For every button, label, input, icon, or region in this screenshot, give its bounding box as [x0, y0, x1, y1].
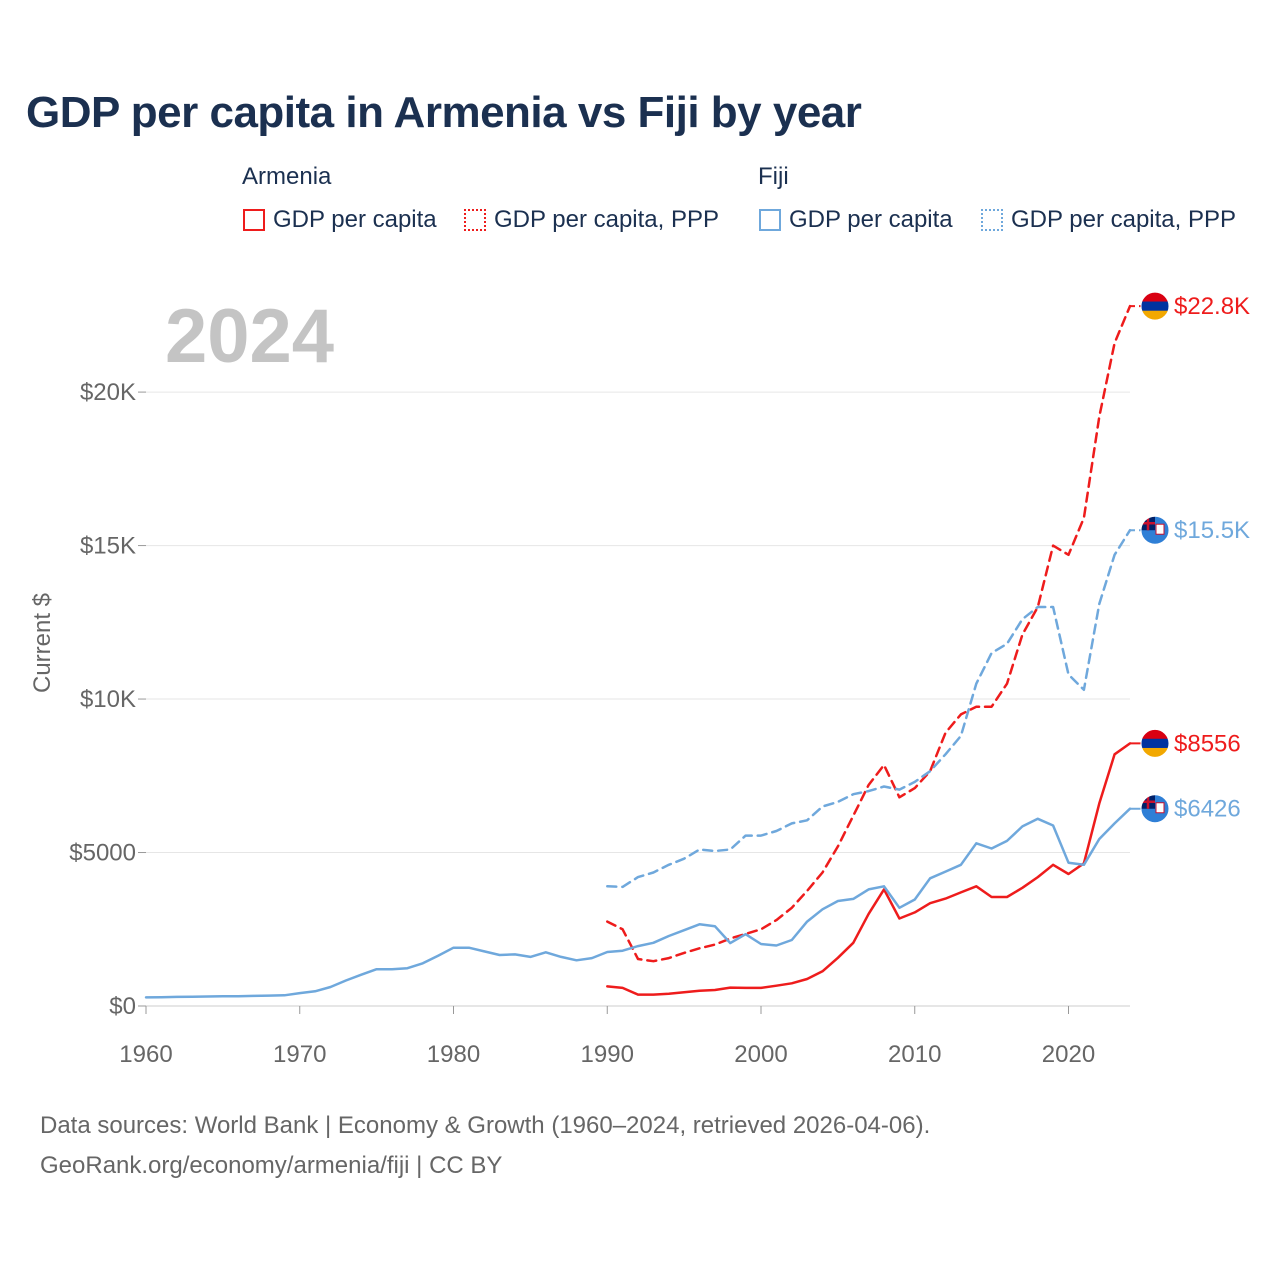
end-value-label: $15.5K [1174, 517, 1250, 544]
y-tick-label: $15K [80, 533, 136, 560]
x-tick-label: 1960 [119, 1041, 172, 1068]
legend-item-armenia-ppp[interactable]: GDP per capita, PPP [464, 204, 719, 236]
legend-swatch-fiji-dotted [981, 209, 1003, 231]
x-tick-label: 2020 [1042, 1041, 1095, 1068]
legend-item-armenia-gdp[interactable]: GDP per capita [243, 204, 437, 236]
legend-swatch-armenia-dotted [464, 209, 486, 231]
x-tick-label: 2000 [734, 1041, 787, 1068]
year-watermark: 2024 [165, 294, 334, 379]
y-axis-label: Current $ [29, 593, 56, 693]
x-tick-label: 1970 [273, 1041, 326, 1068]
legend-item-fiji-ppp[interactable]: GDP per capita, PPP [981, 204, 1236, 236]
source-line-2[interactable]: GeoRank.org/economy/armenia/fiji | CC BY [40, 1152, 503, 1179]
legend-item-fiji-gdp[interactable]: GDP per capita [759, 204, 953, 236]
flag-armenia-icon [1140, 291, 1170, 321]
end-value-label: $8556 [1174, 730, 1241, 757]
legend-label-fiji-ppp: GDP per capita, PPP [1011, 206, 1236, 233]
legend-title-fiji: Fiji [758, 163, 789, 190]
y-tick-label: $10K [80, 686, 136, 713]
x-tick-label: 2010 [888, 1041, 941, 1068]
series-line-armenia-ppp[interactable] [606, 304, 1132, 963]
legend-title-armenia: Armenia [242, 163, 332, 190]
flag-fiji-icon [1140, 515, 1170, 545]
legend-label-armenia-ppp: GDP per capita, PPP [494, 206, 719, 233]
x-tick-label: 1990 [581, 1041, 634, 1068]
end-value-label: $6426 [1174, 796, 1241, 823]
chart-title: GDP per capita in Armenia vs Fiji by yea… [26, 88, 862, 137]
y-tick-label: $0 [109, 993, 136, 1020]
y-tick-label: $5000 [69, 840, 136, 867]
series-line-fiji-gdp[interactable] [144, 807, 1132, 999]
legend-label-armenia-gdp: GDP per capita [273, 206, 437, 233]
flag-armenia-icon [1140, 728, 1170, 758]
series-line-fiji-ppp[interactable] [606, 528, 1132, 889]
flag-fiji-icon [1140, 794, 1170, 824]
end-value-label: $22.8K [1174, 293, 1250, 320]
data-source: Data sources: World Bank | Economy & Gro… [40, 1106, 930, 1186]
legend-label-fiji-gdp: GDP per capita [789, 206, 953, 233]
source-line-1: Data sources: World Bank | Economy & Gro… [40, 1112, 931, 1139]
legend-swatch-armenia-solid [243, 209, 265, 231]
series-line-armenia-gdp[interactable] [606, 742, 1132, 996]
legend-swatch-fiji-solid [759, 209, 781, 231]
x-tick-label: 1980 [427, 1041, 480, 1068]
y-tick-label: $20K [80, 379, 136, 406]
